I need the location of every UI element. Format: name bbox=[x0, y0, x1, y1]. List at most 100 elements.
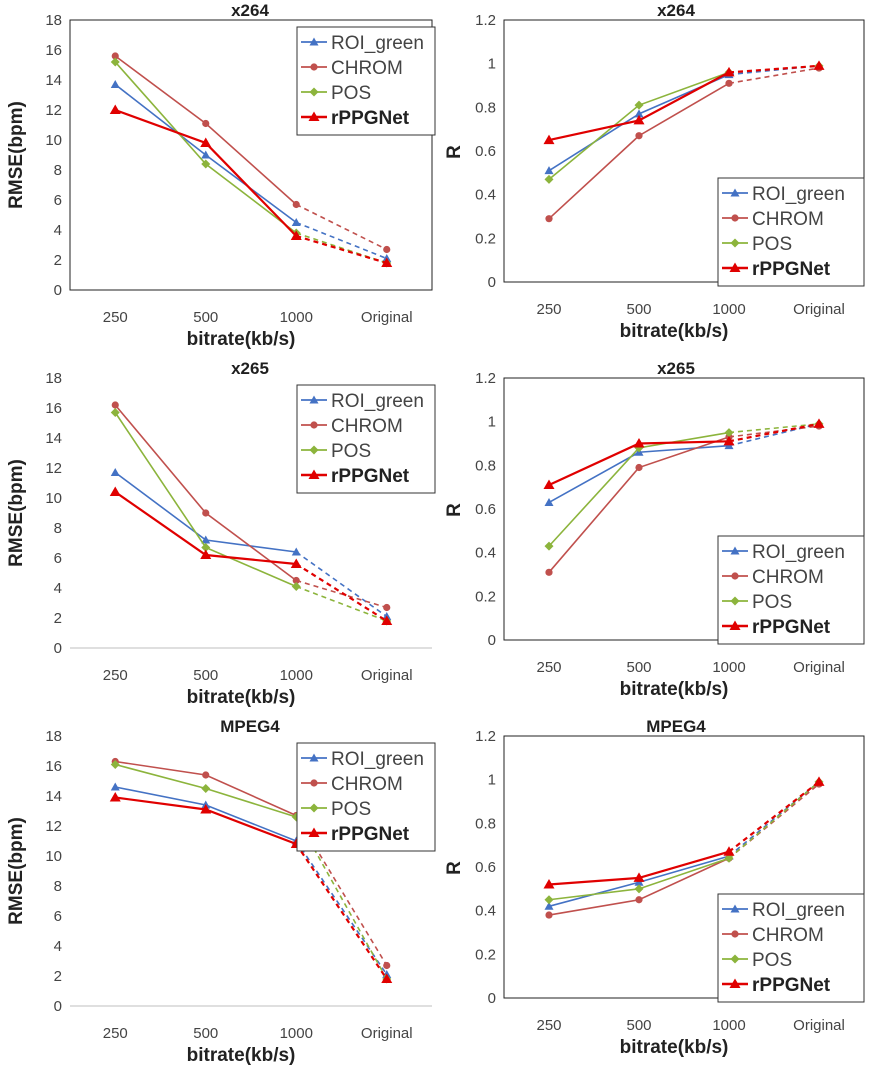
y-tick-label: 16 bbox=[45, 758, 62, 775]
legend-chrom-marker bbox=[731, 214, 739, 222]
legend-roi-green-label: ROI_green bbox=[331, 391, 424, 412]
rppgnet-marker bbox=[290, 230, 302, 240]
y-tick-label: 0.4 bbox=[475, 545, 496, 562]
rppgnet-marker bbox=[633, 438, 645, 448]
rppgnet-marker bbox=[813, 60, 825, 70]
pos-marker bbox=[724, 853, 734, 863]
chrom-marker bbox=[111, 401, 119, 409]
roi-green-marker bbox=[544, 497, 554, 506]
legend-rppgnet-label: rPPGNet bbox=[752, 975, 831, 996]
y-tick-label: 0.6 bbox=[475, 859, 496, 876]
rppgnet-marker bbox=[543, 134, 555, 145]
y-axis-label: R bbox=[444, 145, 465, 159]
y-tick-label: 0.6 bbox=[475, 143, 496, 160]
pos-series-line bbox=[548, 71, 730, 181]
legend-pos-label: POS bbox=[752, 950, 792, 971]
legend-roi-green-marker bbox=[730, 188, 740, 197]
chrom-marker bbox=[292, 576, 300, 585]
legend-chrom-label: CHROM bbox=[331, 416, 403, 437]
legend-chrom-label: CHROM bbox=[752, 209, 824, 230]
legend-chrom-label: CHROM bbox=[752, 567, 824, 588]
chrom-dashed-segment bbox=[728, 67, 820, 85]
pos-marker bbox=[110, 408, 120, 417]
chrom-marker bbox=[111, 52, 119, 60]
y-tick-label: 0.2 bbox=[475, 588, 496, 605]
rppgnet-marker bbox=[290, 558, 302, 568]
x-tick-label: 1000 bbox=[712, 301, 745, 318]
y-tick-label: 0.8 bbox=[475, 99, 496, 116]
chrom-marker bbox=[383, 961, 391, 970]
y-axis-label: RMSE(bpm) bbox=[6, 817, 27, 925]
legend-roi-green-label: ROI_green bbox=[331, 33, 424, 54]
chart-x265-rmse: 0 2 4 6 8 10 12 14 16 18 250 500 1000 Original x265 bit… bbox=[0, 358, 436, 716]
pos-dashed-segment bbox=[295, 232, 388, 264]
rppgnet-marker bbox=[200, 804, 212, 814]
legend-pos-marker bbox=[730, 954, 740, 964]
legend-roi-green-marker bbox=[309, 753, 319, 762]
y-tick-label: 0.4 bbox=[475, 903, 496, 920]
chrom-marker bbox=[545, 911, 553, 919]
pos-marker bbox=[110, 760, 120, 769]
legend-rppgnet-label: rPPGNet bbox=[331, 466, 410, 487]
legend-roi-green-label: ROI_green bbox=[752, 542, 845, 563]
pos-dashed-segment bbox=[295, 585, 388, 622]
y-tick-label: 1 bbox=[488, 772, 496, 789]
x-tick-label: Original bbox=[793, 1017, 845, 1034]
chrom-marker bbox=[383, 603, 391, 612]
roi-green-marker bbox=[544, 166, 554, 175]
pos-dashed-segment bbox=[728, 423, 820, 434]
x-tick-label: Original bbox=[361, 1025, 413, 1042]
chrom-marker bbox=[725, 79, 733, 87]
legend-chrom-marker bbox=[310, 63, 318, 71]
roi-green-marker bbox=[110, 80, 120, 88]
rppgnet-marker bbox=[543, 878, 555, 889]
legend-pos-marker bbox=[309, 803, 319, 813]
x-tick-label: 250 bbox=[103, 309, 128, 326]
rppgnet-marker bbox=[200, 137, 212, 147]
chrom-marker bbox=[545, 568, 553, 576]
chart-mpeg4-rmse: 0 2 4 6 8 10 12 14 16 18 250 500 1000 Original MPEG4 bi… bbox=[0, 716, 436, 1074]
legend-pos-marker bbox=[730, 238, 740, 248]
x-tick-label: 250 bbox=[536, 659, 561, 676]
legend-pos-label: POS bbox=[331, 799, 371, 820]
legend-roi-green-marker bbox=[309, 395, 319, 404]
y-tick-label: 0.8 bbox=[475, 815, 496, 832]
y-tick-label: 10 bbox=[45, 848, 62, 865]
chart-title: x265 bbox=[231, 359, 269, 378]
rppgnet-dashed-segment bbox=[728, 780, 820, 853]
x-axis-label: bitrate(kb/s) bbox=[187, 329, 296, 350]
legend-chrom-label: CHROM bbox=[331, 58, 403, 79]
y-tick-label: 1.2 bbox=[475, 370, 496, 387]
y-tick-label: 18 bbox=[45, 12, 62, 29]
y-tick-label: 6 bbox=[54, 908, 62, 925]
rppgnet-dashed-segment bbox=[295, 234, 388, 265]
legend-rppgnet-marker bbox=[729, 262, 741, 272]
rppgnet-marker bbox=[109, 792, 121, 802]
y-tick-label: 12 bbox=[45, 460, 62, 477]
y-tick-label: 0 bbox=[54, 640, 62, 657]
legend-rppgnet-label: rPPGNet bbox=[331, 108, 410, 129]
x-tick-label: Original bbox=[361, 667, 413, 684]
rppgnet-dashed-segment bbox=[728, 422, 820, 443]
plot-frame bbox=[503, 377, 865, 641]
chart-x265-r: 0 0.2 0.4 0.6 0.8 1 1.2 250 500 1000 Original x265 b… bbox=[436, 358, 872, 716]
legend-chrom-marker bbox=[731, 930, 739, 938]
rppgnet-marker bbox=[813, 776, 825, 786]
rppgnet-marker bbox=[723, 846, 735, 856]
x-tick-label: 1000 bbox=[280, 309, 313, 326]
legend-rppgnet-marker bbox=[308, 111, 320, 121]
y-tick-label: 1.2 bbox=[475, 728, 496, 745]
pos-marker bbox=[544, 541, 554, 551]
plot-frame bbox=[69, 19, 433, 291]
y-tick-label: 8 bbox=[54, 878, 62, 895]
roi-green-marker bbox=[544, 901, 554, 910]
rppgnet-marker bbox=[200, 549, 212, 559]
pos-marker bbox=[291, 582, 301, 591]
roi-green-dashed-segment bbox=[728, 423, 820, 447]
rppgnet-marker bbox=[381, 257, 393, 267]
y-tick-label: 18 bbox=[45, 370, 62, 387]
chrom-series-line bbox=[548, 436, 730, 573]
y-tick-label: 12 bbox=[45, 102, 62, 119]
y-tick-label: 14 bbox=[45, 430, 62, 447]
y-tick-label: 0.2 bbox=[475, 946, 496, 963]
